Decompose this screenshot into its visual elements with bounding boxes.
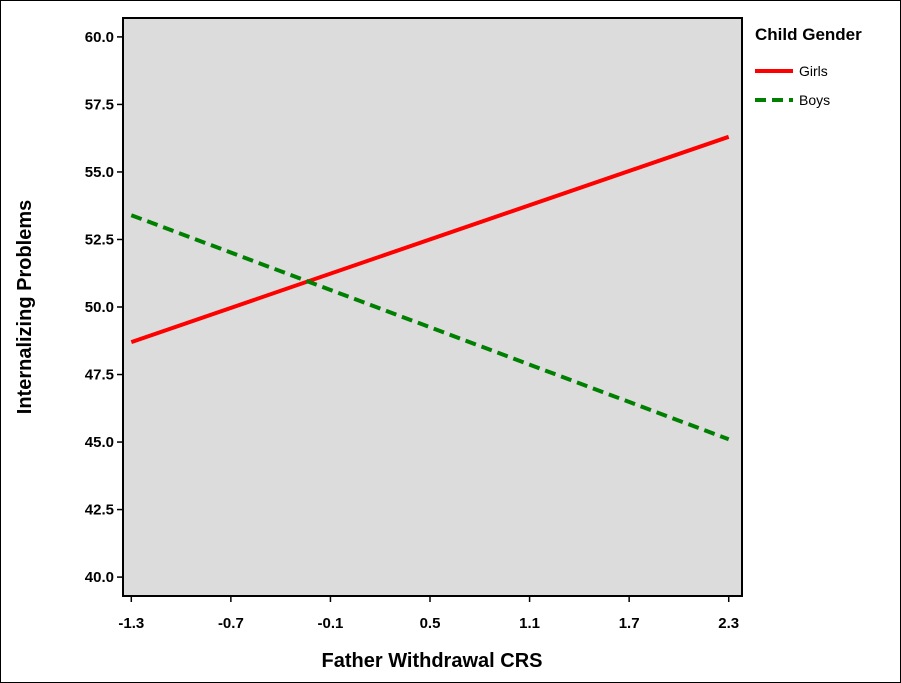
- x-tick-label: -1.3: [118, 615, 144, 632]
- x-axis: -1.3 -0.7 -0.1 0.5 1.1 1.7 2.3: [118, 596, 739, 632]
- series-line-boys: [130, 213, 730, 442]
- y-axis: 40.0 42.5 45.0 47.5 50.0 52.5 55.0 57.5 60.0: [85, 29, 123, 586]
- legend: Child Gender Girls Boys: [755, 25, 862, 108]
- legend-label-girls: Girls: [799, 63, 828, 79]
- y-tick-label: 52.5: [85, 231, 114, 248]
- legend-label-boys: Boys: [799, 92, 830, 108]
- x-tick-label: 2.3: [718, 615, 739, 632]
- x-axis-title: Father Withdrawal CRS: [322, 650, 543, 672]
- plot-area: [122, 17, 743, 597]
- y-axis-title: Internalizing Problems: [14, 200, 36, 414]
- y-tick-label: 55.0: [85, 164, 114, 181]
- legend-items: Girls Boys: [755, 63, 830, 108]
- y-tick-label: 42.5: [85, 502, 114, 519]
- y-tick-label: 60.0: [85, 29, 114, 46]
- x-tick-label: 0.5: [420, 615, 441, 632]
- y-tick-label: 45.0: [85, 434, 114, 451]
- legend-title: Child Gender: [755, 25, 862, 44]
- series-line-girls: [130, 134, 730, 344]
- y-tick-label: 40.0: [85, 569, 114, 586]
- y-tick-label: 57.5: [85, 96, 114, 113]
- y-tick-label: 47.5: [85, 367, 114, 384]
- x-tick-label: -0.7: [218, 615, 244, 632]
- x-tick-label: 1.1: [519, 615, 540, 632]
- x-tick-label: -0.1: [318, 615, 344, 632]
- x-tick-label: 1.7: [619, 615, 640, 632]
- y-tick-label: 50.0: [85, 299, 114, 316]
- series-layer: [130, 134, 730, 442]
